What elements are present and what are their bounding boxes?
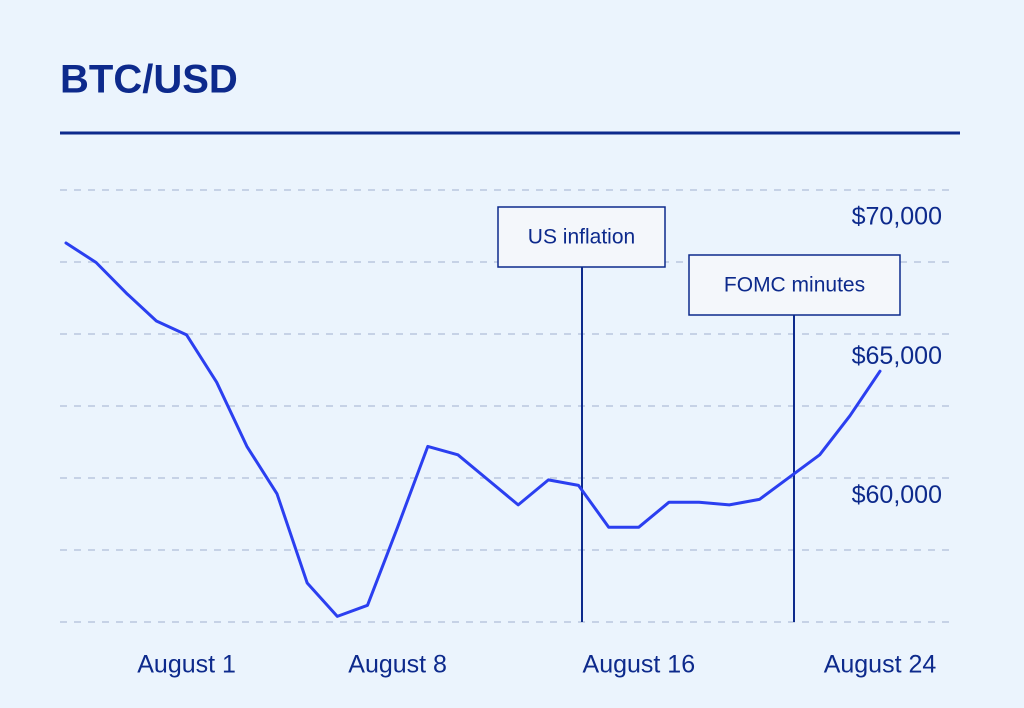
annotation-box xyxy=(497,206,666,268)
annotations: US inflation FOMC minutes xyxy=(497,206,901,622)
y-tick-label: $60,000 xyxy=(852,481,942,509)
chart-title: BTC/USD xyxy=(60,58,238,102)
price-line xyxy=(64,241,882,618)
y-tick-label: $70,000 xyxy=(852,202,942,230)
x-tick-label: August 8 xyxy=(348,651,447,679)
y-tick-label: $65,000 xyxy=(852,342,942,370)
x-tick-label: August 1 xyxy=(137,651,236,679)
annotation-label: FOMC minutes xyxy=(724,274,865,297)
annotation-box xyxy=(688,254,901,316)
x-tick-label: August 24 xyxy=(824,651,937,679)
x-tick-label: August 16 xyxy=(583,651,696,679)
annotation-label: US inflation xyxy=(528,226,635,249)
